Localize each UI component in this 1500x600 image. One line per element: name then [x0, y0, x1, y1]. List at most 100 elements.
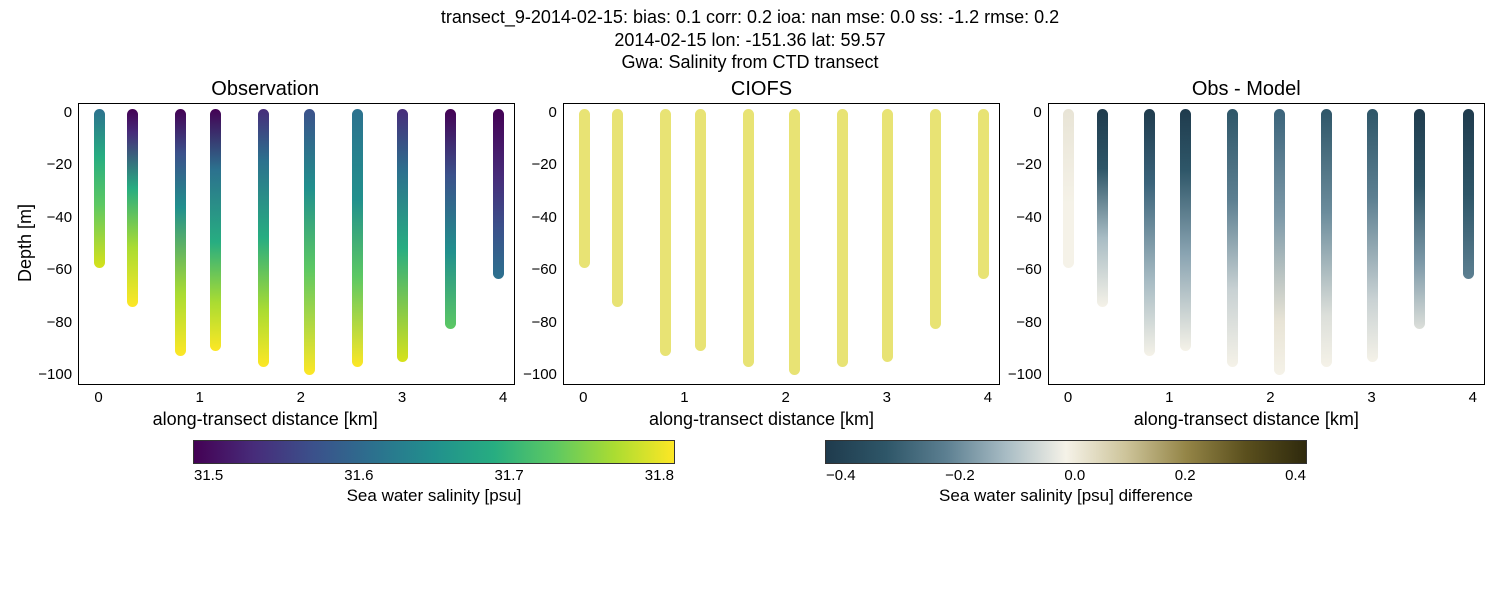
x-axis-label: along-transect distance [km]: [153, 409, 378, 430]
cbar-tick: −0.4: [826, 467, 856, 484]
ctd-profile: [837, 109, 848, 367]
colorbar-diff-bar: [825, 440, 1307, 464]
cbar-tick: 0.4: [1285, 467, 1306, 484]
x-ticks: 0 1 2 3 4: [564, 389, 999, 407]
title-line-2: 2014-02-15 lon: -151.36 lat: 59.57: [0, 29, 1500, 52]
colorbar-diff: −0.4 −0.2 0.0 0.2 0.4 Sea water salinity [ps…: [825, 440, 1307, 506]
x-tick: 1: [195, 389, 203, 406]
ctd-profile: [304, 109, 315, 375]
colorbar-diff-ticks: −0.4 −0.2 0.0 0.2 0.4: [826, 467, 1306, 484]
ctd-profile: [930, 109, 941, 329]
x-tick: 0: [94, 389, 102, 406]
y-tick: −100: [38, 366, 72, 383]
y-tick: 0: [549, 104, 557, 121]
y-tick: −40: [1016, 209, 1041, 226]
x-tick: 0: [579, 389, 587, 406]
x-tick: 4: [499, 389, 507, 406]
ctd-profile: [1144, 109, 1155, 356]
y-tick: 0: [64, 104, 72, 121]
x-axis-label: along-transect distance [km]: [1134, 409, 1359, 430]
x-ticks: 0 1 2 3 4: [79, 389, 514, 407]
ctd-profile: [258, 109, 269, 367]
y-tick: −60: [47, 261, 72, 278]
plot-area: [1048, 103, 1485, 385]
ctd-profile: [882, 109, 893, 362]
colorbar-main-ticks: 31.5 31.6 31.7 31.8: [194, 467, 674, 484]
panel-title: Observation: [211, 78, 319, 101]
colorbar-diff-label: Sea water salinity [psu] difference: [939, 486, 1193, 506]
x-tick: 3: [398, 389, 406, 406]
x-tick: 4: [1469, 389, 1477, 406]
y-tick: −100: [1008, 366, 1042, 383]
ctd-profile: [1321, 109, 1332, 367]
cbar-tick: −0.2: [945, 467, 975, 484]
ctd-profile: [210, 109, 221, 351]
y-tick: −40: [531, 209, 556, 226]
y-ticks: 0−20−40−60−80−100: [523, 104, 557, 384]
colorbar-row: 31.5 31.6 31.7 31.8 Sea water salinity [psu…: [0, 440, 1500, 506]
ctd-profile: [1063, 109, 1074, 268]
ctd-profile: [789, 109, 800, 375]
plot-area: [563, 103, 1000, 385]
x-tick: 2: [1266, 389, 1274, 406]
cbar-tick: 31.6: [344, 467, 373, 484]
x-tick: 3: [883, 389, 891, 406]
y-tick: −60: [1016, 261, 1041, 278]
ctd-profile: [1463, 109, 1474, 279]
ctd-profile: [1367, 109, 1378, 362]
y-tick: −60: [531, 261, 556, 278]
x-tick: 1: [680, 389, 688, 406]
y-tick: 0: [1033, 104, 1041, 121]
ctd-profile: [94, 109, 105, 268]
colorbar-main-bar: [193, 440, 675, 464]
ctd-profile: [352, 109, 363, 367]
panel-title: CIOFS: [731, 78, 792, 101]
x-tick: 4: [984, 389, 992, 406]
y-tick: −40: [47, 209, 72, 226]
y-ticks: 0 −20 −40 −60 −80 −100: [38, 104, 72, 384]
panel-model: CIOFS0−20−40−60−80−10001234along-transec…: [523, 78, 1000, 430]
y-axis-label: Depth [m]: [15, 204, 36, 282]
ctd-profile: [1274, 109, 1285, 375]
ctd-profile: [1414, 109, 1425, 329]
x-tick: 2: [781, 389, 789, 406]
ctd-profile: [612, 109, 623, 307]
colorbar-main: 31.5 31.6 31.7 31.8 Sea water salinity [psu…: [193, 440, 675, 506]
figure-suptitle: transect_9-2014-02-15: bias: 0.1 corr: 0…: [0, 0, 1500, 74]
y-tick: −80: [1016, 314, 1041, 331]
y-tick: −80: [47, 314, 72, 331]
ctd-profile: [695, 109, 706, 351]
panel-diff: Obs - Model0−20−40−60−80−10001234along-t…: [1008, 78, 1485, 430]
x-tick: 3: [1367, 389, 1375, 406]
panel-title: Obs - Model: [1192, 78, 1301, 101]
ctd-profile: [175, 109, 186, 356]
y-tick: −100: [523, 366, 557, 383]
cbar-tick: 0.2: [1175, 467, 1196, 484]
ctd-profile: [397, 109, 408, 362]
x-tick: 2: [297, 389, 305, 406]
panel-obs: Observation Depth [m] 0 −20 −40 −60 −80 −100 0 1 2…: [15, 78, 515, 430]
ctd-profile: [1180, 109, 1191, 351]
colorbar-main-label: Sea water salinity [psu]: [347, 486, 522, 506]
x-axis-label: along-transect distance [km]: [649, 409, 874, 430]
ctd-profile: [1097, 109, 1108, 307]
x-tick: 1: [1165, 389, 1173, 406]
cbar-tick: 31.7: [495, 467, 524, 484]
cbar-tick: 0.0: [1064, 467, 1085, 484]
y-tick: −20: [531, 156, 556, 173]
panel-row: Observation Depth [m] 0 −20 −40 −60 −80 −100 0 1 2…: [0, 78, 1500, 430]
plot-area: [78, 103, 515, 385]
x-tick: 0: [1064, 389, 1072, 406]
title-line-3: Gwa: Salinity from CTD transect: [0, 51, 1500, 74]
ctd-profile: [1227, 109, 1238, 367]
y-tick: −20: [47, 156, 72, 173]
y-ticks: 0−20−40−60−80−100: [1008, 104, 1042, 384]
cbar-tick: 31.8: [645, 467, 674, 484]
ctd-profile: [445, 109, 456, 329]
ctd-profile: [127, 109, 138, 307]
title-line-1: transect_9-2014-02-15: bias: 0.1 corr: 0…: [0, 6, 1500, 29]
ctd-profile: [493, 109, 504, 279]
ctd-profile: [978, 109, 989, 279]
ctd-profile: [743, 109, 754, 367]
cbar-tick: 31.5: [194, 467, 223, 484]
